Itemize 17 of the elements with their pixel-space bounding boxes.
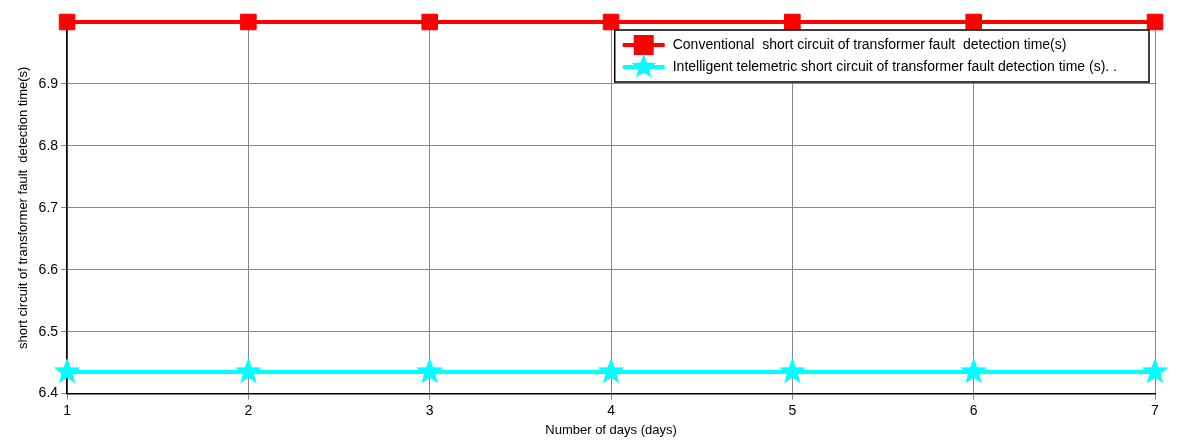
x-tick-label: 6 xyxy=(969,401,978,418)
y-tick-label: 6.8 xyxy=(38,136,59,153)
legend-label: Intelligent telemetric short circuit of transformer fault detection time (s). . xyxy=(672,57,1118,74)
y-tick-label: 6.4 xyxy=(38,384,59,401)
y-tick-label: 6.5 xyxy=(38,322,59,339)
x-tick-label: 4 xyxy=(607,401,616,418)
y-axis-title: short circuit of transformer fault detection time(s) xyxy=(15,66,31,350)
x-tick-label: 3 xyxy=(425,401,434,418)
x-tick-label: 7 xyxy=(1151,401,1160,418)
y-tick-label: 6.6 xyxy=(38,260,59,277)
x-tick-label: 1 xyxy=(63,401,72,418)
x-tick-label: 5 xyxy=(788,401,797,418)
legend-label: Conventional short circuit of transformer fault detection time(s) xyxy=(672,35,1067,52)
x-axis-title: Number of days (days) xyxy=(545,421,677,437)
y-tick-label: 6.9 xyxy=(38,74,59,91)
y-tick-label: 6.7 xyxy=(38,198,59,215)
x-tick-label: 2 xyxy=(244,401,253,418)
